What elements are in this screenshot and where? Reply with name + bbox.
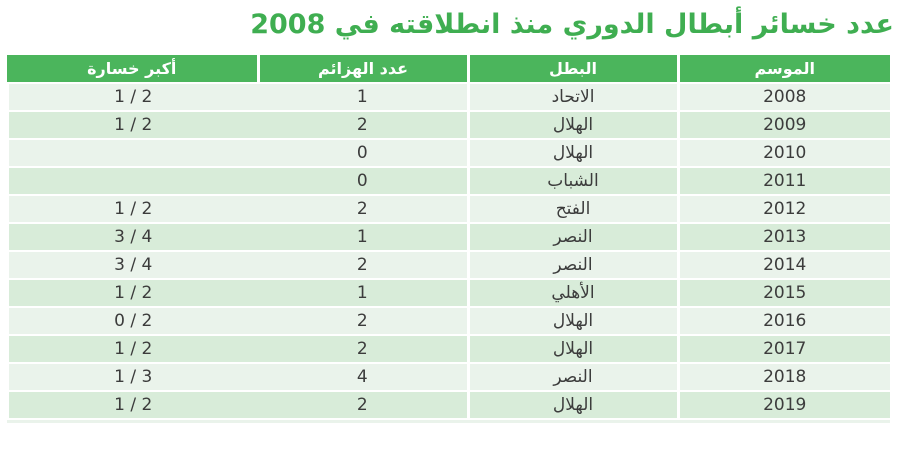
champion-cell: النصر xyxy=(468,251,680,280)
defeats-cell: 2 xyxy=(258,111,470,140)
champion-cell: الهلال xyxy=(468,307,680,336)
defeats-cell: 1 xyxy=(258,223,470,252)
biggest-loss-cell xyxy=(5,139,258,168)
champion-cell: الهلال xyxy=(468,335,680,364)
season-cell: 2015 xyxy=(678,279,890,308)
season-cell: 2008 xyxy=(678,83,890,112)
biggest-loss-cell: 1 / 2 xyxy=(5,195,258,224)
table-body: 2008 الاتحاد 1 1 / 2 2009 الهلال 2 1 / 2… xyxy=(5,83,890,420)
champion-cell: الاتحاد xyxy=(468,83,680,112)
biggest-loss-cell: 1 / 2 xyxy=(5,111,258,140)
biggest-loss-cell: 1 / 2 xyxy=(5,335,258,364)
champion-cell: الهلال xyxy=(468,391,680,420)
champion-cell: الهلال xyxy=(468,111,680,140)
biggest-loss-cell: 3 / 4 xyxy=(5,251,258,280)
defeats-cell: 4 xyxy=(258,363,470,392)
losses-table: الموسم البطل عدد الهزائم أكبر خسارة 2008… xyxy=(5,55,890,420)
table-row: 2011 الشباب 0 xyxy=(5,167,890,196)
biggest-loss-cell: 3 / 4 xyxy=(5,223,258,252)
column-header-biggest-loss: أكبر خسارة xyxy=(7,55,260,84)
table-row: 2019 الهلال 2 1 / 2 xyxy=(5,391,890,420)
biggest-loss-cell: 1 / 2 xyxy=(5,83,258,112)
season-cell: 2016 xyxy=(678,307,890,336)
defeats-cell: 2 xyxy=(258,195,470,224)
table-row: 2014 النصر 2 3 / 4 xyxy=(5,251,890,280)
season-cell: 2013 xyxy=(678,223,890,252)
biggest-loss-cell xyxy=(5,167,258,196)
biggest-loss-cell: 1 / 3 xyxy=(5,363,258,392)
champion-cell: الهلال xyxy=(468,139,680,168)
column-header-defeats: عدد الهزائم xyxy=(258,55,470,84)
season-cell: 2019 xyxy=(678,391,890,420)
column-header-champion: البطل xyxy=(468,55,680,84)
table-row: 2015 الأهلي 1 1 / 2 xyxy=(5,279,890,308)
table-row: 2009 الهلال 2 1 / 2 xyxy=(5,111,890,140)
table-row: 2017 الهلال 2 1 / 2 xyxy=(5,335,890,364)
table-row: 2016 الهلال 2 0 / 2 xyxy=(5,307,890,336)
header-row: الموسم البطل عدد الهزائم أكبر خسارة xyxy=(7,55,890,84)
biggest-loss-cell: 1 / 2 xyxy=(5,279,258,308)
defeats-cell: 2 xyxy=(258,335,470,364)
champion-cell: النصر xyxy=(468,223,680,252)
column-header-season: الموسم xyxy=(678,55,890,84)
champion-cell: الأهلي xyxy=(468,279,680,308)
defeats-cell: 0 xyxy=(258,167,470,196)
season-cell: 2014 xyxy=(678,251,890,280)
season-cell: 2009 xyxy=(678,111,890,140)
season-cell: 2017 xyxy=(678,335,890,364)
champion-cell: الشباب xyxy=(468,167,680,196)
defeats-cell: 2 xyxy=(258,307,470,336)
page-title: عدد خسائر أبطال الدوري منذ انطلاقته في 2… xyxy=(250,9,894,40)
defeats-cell: 0 xyxy=(258,139,470,168)
season-cell: 2010 xyxy=(678,139,890,168)
defeats-cell: 2 xyxy=(258,251,470,280)
table-row: 2012 الفتح 2 1 / 2 xyxy=(5,195,890,224)
season-cell: 2012 xyxy=(678,195,890,224)
champion-cell: الفتح xyxy=(468,195,680,224)
table-row: 2008 الاتحاد 1 1 / 2 xyxy=(5,83,890,112)
table-row: 2010 الهلال 0 xyxy=(5,139,890,168)
table-header: الموسم البطل عدد الهزائم أكبر خسارة xyxy=(7,55,890,84)
season-cell: 2018 xyxy=(678,363,890,392)
biggest-loss-cell: 1 / 2 xyxy=(5,391,258,420)
table-row: 2018 النصر 4 1 / 3 xyxy=(5,363,890,392)
season-cell: 2011 xyxy=(678,167,890,196)
defeats-cell: 2 xyxy=(258,391,470,420)
defeats-cell: 1 xyxy=(258,83,470,112)
champion-cell: النصر xyxy=(468,363,680,392)
table-row: 2013 النصر 1 3 / 4 xyxy=(5,223,890,252)
biggest-loss-cell: 0 / 2 xyxy=(5,307,258,336)
defeats-cell: 1 xyxy=(258,279,470,308)
table-bottom-strip xyxy=(7,420,890,423)
